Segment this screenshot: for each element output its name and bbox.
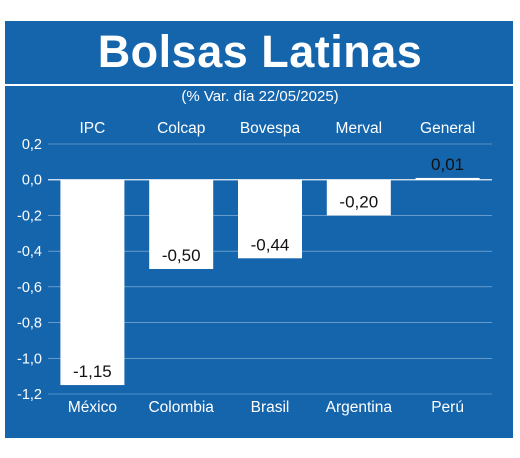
y-tick-label: -0,6 xyxy=(17,280,42,296)
index-name-label: IPC xyxy=(79,120,105,137)
bar xyxy=(415,177,480,180)
y-tick-label: 0,0 xyxy=(22,173,42,189)
data-label: -0,20 xyxy=(339,192,378,211)
x-tick-label: Perú xyxy=(431,399,464,416)
data-label: -0,50 xyxy=(162,246,201,265)
x-tick-label: Brasil xyxy=(251,399,290,416)
chart-subtitle: (% Var. día 22/05/2025) xyxy=(181,88,339,105)
x-tick-label: Colombia xyxy=(148,399,214,416)
y-tick-label: -1,2 xyxy=(17,387,42,403)
y-tick-label: -0,4 xyxy=(17,244,42,260)
data-label: 0,01 xyxy=(431,155,464,174)
index-name-label: General xyxy=(420,120,475,137)
index-name-label: Merval xyxy=(336,120,383,137)
bar xyxy=(149,179,214,269)
data-label: -1,15 xyxy=(73,362,112,381)
x-tick-label: Argentina xyxy=(326,399,393,416)
y-tick-label: 0,2 xyxy=(22,137,42,153)
x-tick-label: México xyxy=(68,399,117,416)
title-divider xyxy=(5,84,513,86)
chart-title: Bolsas Latinas xyxy=(97,26,423,77)
bar xyxy=(326,179,391,216)
y-tick-label: -1,0 xyxy=(17,351,42,367)
index-name-label: Colcap xyxy=(157,120,205,137)
index-name-label: Bovespa xyxy=(240,120,301,137)
y-tick-label: -0,8 xyxy=(17,316,42,332)
y-tick-label: -0,2 xyxy=(17,208,42,224)
bar xyxy=(238,179,302,259)
data-label: -0,44 xyxy=(251,235,290,254)
bar xyxy=(60,179,125,386)
